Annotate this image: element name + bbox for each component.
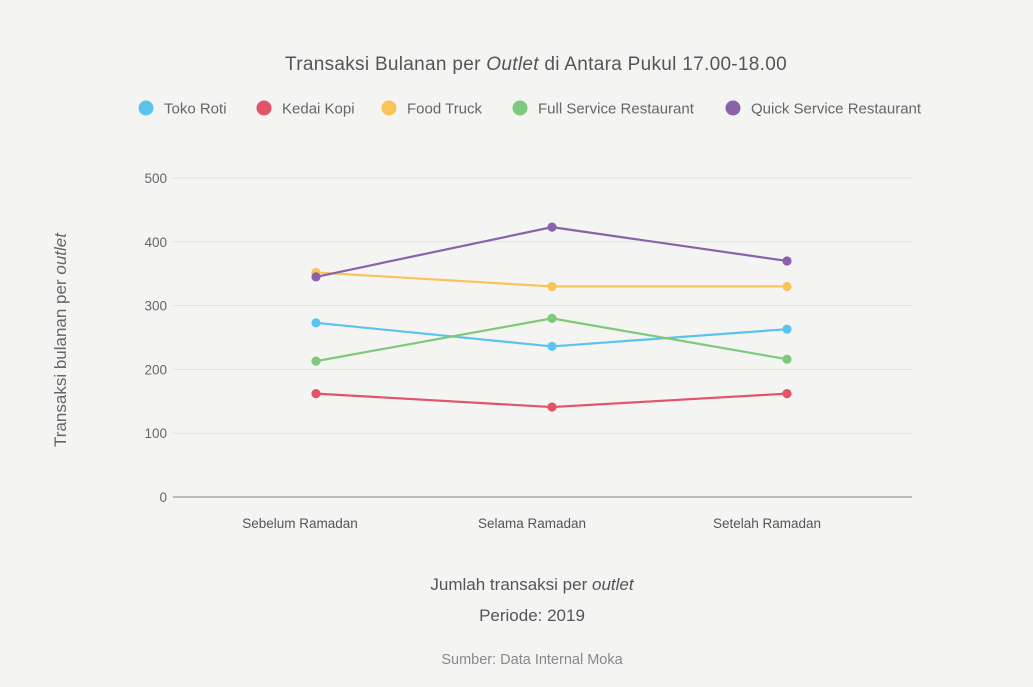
data-point	[547, 313, 557, 323]
data-point	[782, 256, 792, 266]
x-axis: Sebelum Ramadan Selama Ramadan Setelah Ram…	[242, 516, 821, 531]
source-note: Sumber: Data Internal Moka	[441, 652, 623, 668]
series-quick-service-restaurant	[311, 222, 792, 282]
y-axis-label: Transaksi bulanan per outlet	[51, 232, 70, 447]
data-point	[782, 324, 792, 334]
y-tick-label: 100	[144, 426, 167, 441]
y-tick-label: 0	[159, 490, 167, 505]
series-full-service-restaurant	[311, 313, 792, 366]
grid-lines	[173, 177, 912, 498]
data-point	[547, 281, 557, 292]
series-group	[311, 222, 792, 412]
legend-item-full-service-restaurant: Full Service Restaurant	[512, 100, 695, 118]
legend-item-food-truck: Food Truck	[381, 100, 483, 118]
chart-title: Transaksi Bulanan per Outlet di Antara P…	[285, 54, 787, 75]
legend-swatch-icon	[381, 100, 397, 116]
legend-item-toko-roti: Toko Roti	[138, 100, 227, 118]
legend-label: Food Truck	[407, 101, 483, 118]
series-line	[315, 226, 788, 278]
data-point	[547, 402, 557, 412]
data-point	[311, 356, 321, 366]
data-point	[782, 389, 792, 399]
y-tick-label: 500	[144, 171, 167, 186]
data-point	[311, 318, 321, 328]
legend-swatch-icon	[256, 100, 272, 116]
legend-label: Kedai Kopi	[282, 101, 355, 118]
period-label: Periode: 2019	[479, 606, 585, 625]
y-tick-label: 400	[144, 235, 167, 250]
x-tick-label: Sebelum Ramadan	[242, 516, 358, 531]
x-axis-label: Jumlah transaksi per outlet	[430, 575, 634, 594]
data-point	[311, 389, 321, 399]
legend-swatch-icon	[512, 100, 528, 116]
legend-swatch-icon	[138, 100, 154, 116]
data-point	[547, 341, 557, 352]
legend-item-kedai-kopi: Kedai Kopi	[256, 100, 355, 118]
x-tick-label: Selama Ramadan	[478, 516, 586, 531]
data-point	[311, 272, 321, 282]
series-toko-roti	[311, 318, 792, 352]
legend-label: Full Service Restaurant	[538, 101, 695, 118]
y-tick-label: 300	[144, 299, 167, 314]
data-point	[547, 222, 557, 232]
legend-item-quick-service-restaurant: Quick Service Restaurant	[725, 100, 922, 118]
series-kedai-kopi	[311, 389, 792, 412]
chart-legend: Toko Roti Kedai Kopi Food Truck Full Servic…	[138, 100, 922, 118]
legend-label: Quick Service Restaurant	[751, 101, 922, 118]
y-axis: 0 100 200 300 400 500	[144, 171, 167, 505]
data-point	[782, 354, 792, 364]
series-food-truck	[311, 267, 792, 292]
legend-label: Toko Roti	[164, 101, 227, 118]
legend-swatch-icon	[725, 100, 741, 116]
series-line	[315, 317, 788, 363]
data-point	[782, 281, 792, 292]
y-tick-label: 200	[144, 362, 167, 377]
x-tick-label: Setelah Ramadan	[713, 516, 821, 531]
